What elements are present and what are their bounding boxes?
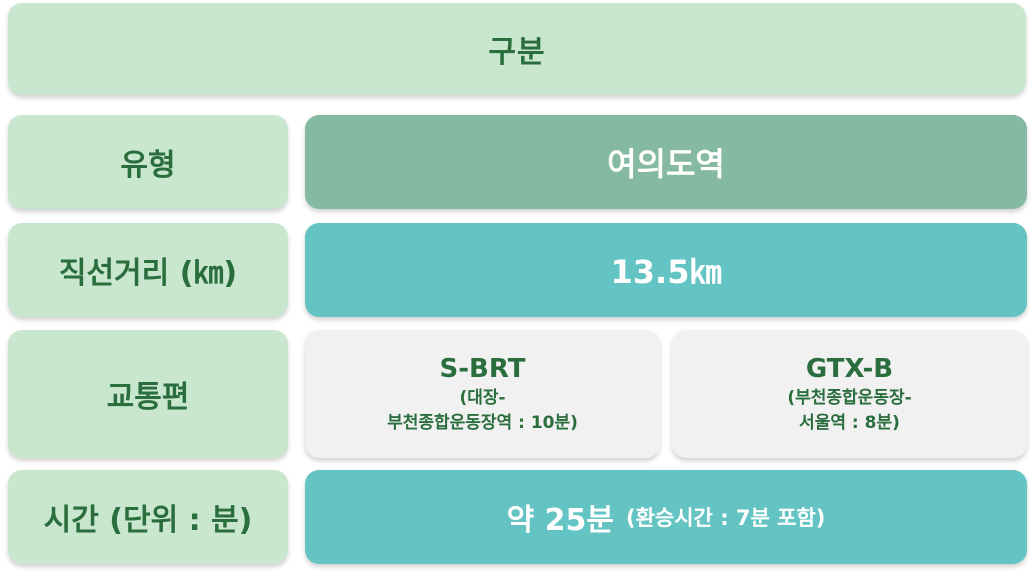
distance-label-cell: 직선거리 (㎞) — [8, 223, 288, 317]
time-label-cell: 시간 (단위 : 분) — [8, 470, 288, 564]
time-value-cell: 약 25분 (환승시간 : 7분 포함) — [305, 470, 1027, 564]
transit-option-a-cell: S-BRT (대장- 부천종합운동장역 : 10분) — [305, 330, 660, 458]
transit-label-cell: 교통편 — [8, 330, 288, 458]
transit-option-a-title: S-BRT — [439, 354, 526, 384]
distance-label: 직선거리 (㎞) — [58, 256, 238, 291]
type-label: 유형 — [120, 148, 176, 183]
transit-option-b-detail-line2: 서울역 : 8분) — [799, 413, 900, 433]
transit-option-a-detail-line1: (대장- — [459, 388, 506, 408]
header-cell: 구분 — [8, 3, 1026, 95]
transit-option-b-title: GTX-B — [805, 354, 894, 384]
transit-option-b-detail-line1: (부천종합운동장- — [787, 388, 912, 408]
transit-option-a-detail-line2: 부천종합운동장역 : 10분) — [387, 413, 578, 433]
type-value: 여의도역 — [607, 145, 725, 183]
time-note: (환승시간 : 7분 포함) — [626, 506, 826, 530]
type-value-cell: 여의도역 — [305, 115, 1027, 209]
type-label-cell: 유형 — [8, 115, 288, 209]
transit-label: 교통편 — [106, 380, 190, 415]
time-value: 약 25분 — [506, 503, 614, 538]
time-label: 시간 (단위 : 분) — [43, 503, 253, 538]
distance-value-cell: 13.5㎞ — [305, 223, 1027, 317]
transit-option-b-cell: GTX-B (부천종합운동장- 서울역 : 8분) — [672, 330, 1027, 458]
header-label: 구분 — [488, 35, 546, 70]
distance-value: 13.5㎞ — [610, 253, 722, 291]
